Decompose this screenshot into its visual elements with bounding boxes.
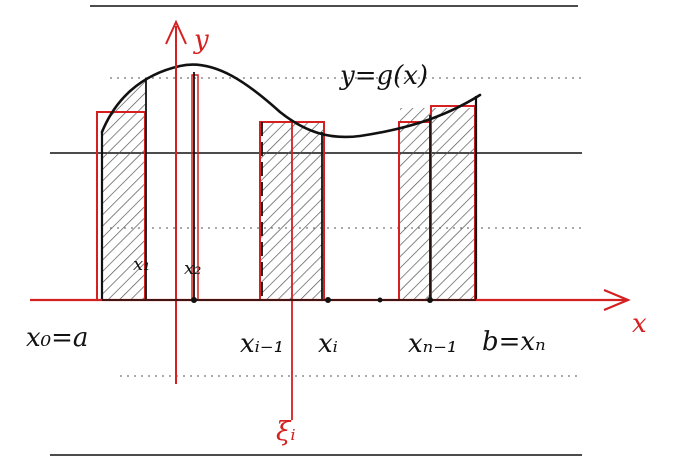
x2-label: x₂ bbox=[184, 258, 201, 279]
b-label: b=xₙ bbox=[482, 327, 546, 357]
partition-point bbox=[191, 297, 197, 303]
y-axis-label: y bbox=[193, 25, 209, 55]
x1-label: x₁ bbox=[133, 254, 150, 275]
x-axis-label: x bbox=[632, 309, 647, 339]
partition-point bbox=[325, 297, 331, 303]
xi-i-label: ξᵢ bbox=[276, 417, 296, 447]
curve-g bbox=[100, 63, 482, 139]
x-n-minus-1-label: xₙ₋₁ bbox=[408, 329, 457, 359]
partition-point bbox=[377, 297, 383, 303]
hatched-region-left bbox=[102, 78, 146, 300]
x-i-label: xᵢ bbox=[318, 329, 338, 359]
arrow-up-icon bbox=[165, 19, 187, 45]
curve-label: y=g(x) bbox=[339, 61, 428, 91]
x-i-minus-1-label: xᵢ₋₁ bbox=[240, 329, 284, 359]
partition-point bbox=[427, 297, 433, 303]
x0-label: x₀=a bbox=[26, 323, 88, 353]
hatched-region-right bbox=[400, 108, 476, 300]
arrow-right-icon bbox=[603, 288, 631, 312]
